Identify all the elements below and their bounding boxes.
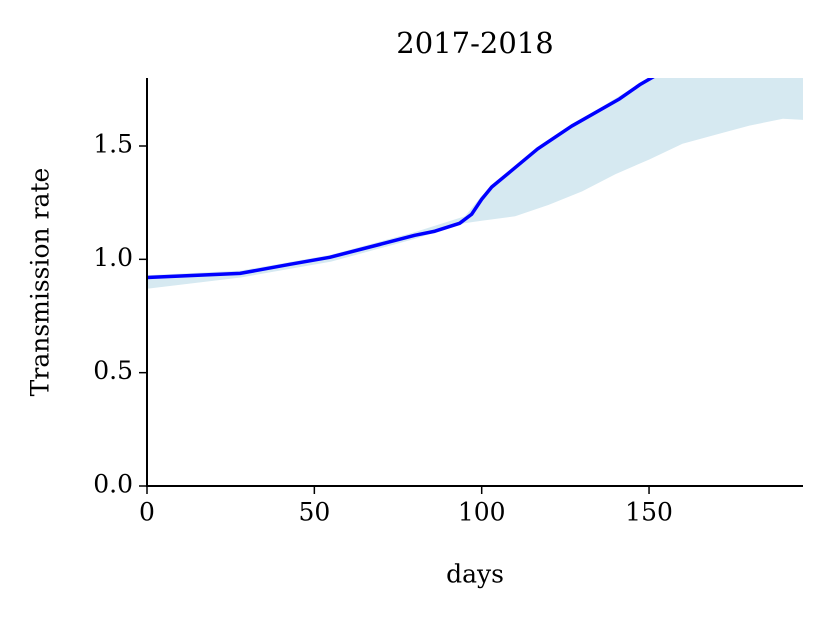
- y-tick-label: 0.0: [93, 470, 133, 499]
- confidence-band: [147, 78, 803, 289]
- x-tick-label: 150: [625, 498, 673, 527]
- chart-title: 2017-2018: [396, 26, 553, 60]
- y-tick-label: 1.5: [93, 130, 133, 159]
- y-tick-label: 0.5: [93, 356, 133, 385]
- x-tick-label: 50: [298, 498, 330, 527]
- x-axis-label: days: [446, 560, 504, 589]
- line: [147, 78, 655, 280]
- x-tick-label: 100: [458, 498, 506, 527]
- x-tick-label: 0: [139, 498, 155, 527]
- plot-area: [147, 78, 803, 289]
- y-tick-label: 1.0: [93, 243, 133, 272]
- y-axis-label: Transmission rate: [26, 168, 55, 397]
